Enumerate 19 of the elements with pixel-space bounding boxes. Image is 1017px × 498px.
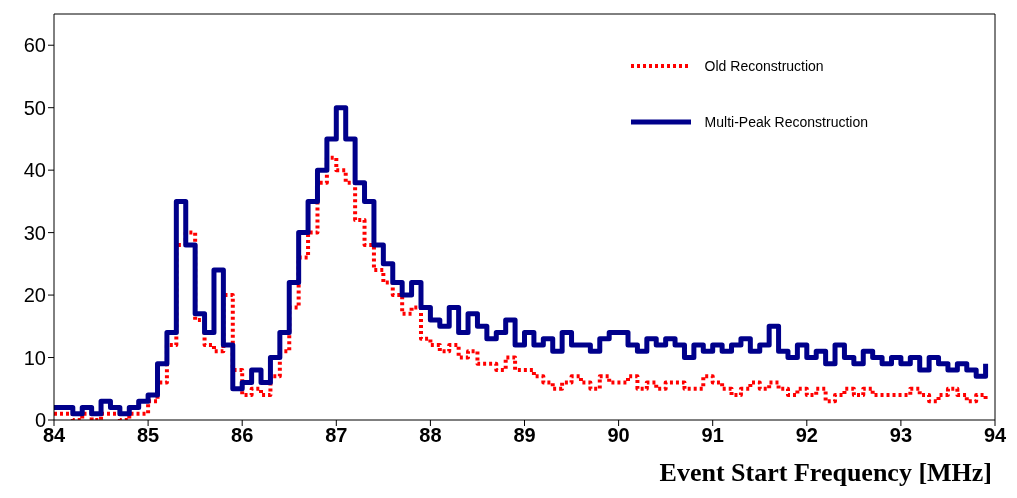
y-tick-label: 60 [23, 34, 46, 57]
x-tick-label: 91 [701, 424, 724, 447]
x-tick-label: 90 [607, 424, 630, 447]
x-tick-label: 94 [983, 424, 1007, 447]
x-tick-label: 93 [889, 424, 913, 447]
x-tick-label: 88 [419, 424, 442, 447]
x-tick-label: 92 [795, 424, 818, 447]
x-tick-label: 89 [513, 424, 536, 447]
x-axis-title: Event Start Frequency [MHz] [659, 458, 992, 488]
legend-label: Multi-Peak Reconstruction [704, 114, 868, 130]
x-tick-label: 87 [325, 424, 348, 447]
y-tick-label: 50 [23, 96, 46, 119]
y-tick-label: 10 [23, 346, 46, 369]
y-tick-label: 20 [23, 284, 46, 307]
x-tick-label: 86 [231, 424, 254, 447]
legend-label: Old Reconstruction [704, 58, 824, 74]
y-tick-label: 40 [23, 159, 46, 182]
x-tick-label: 85 [136, 424, 160, 447]
y-tick-label: 30 [23, 221, 46, 244]
